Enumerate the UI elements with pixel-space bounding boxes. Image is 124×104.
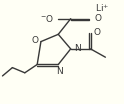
Text: $^{-}$O: $^{-}$O <box>40 13 54 24</box>
Text: O: O <box>31 36 38 45</box>
Text: Li$^{+}$: Li$^{+}$ <box>95 2 109 14</box>
Text: N: N <box>56 67 63 76</box>
Text: O: O <box>94 28 101 37</box>
Text: O: O <box>94 14 101 23</box>
Text: N: N <box>74 44 81 53</box>
